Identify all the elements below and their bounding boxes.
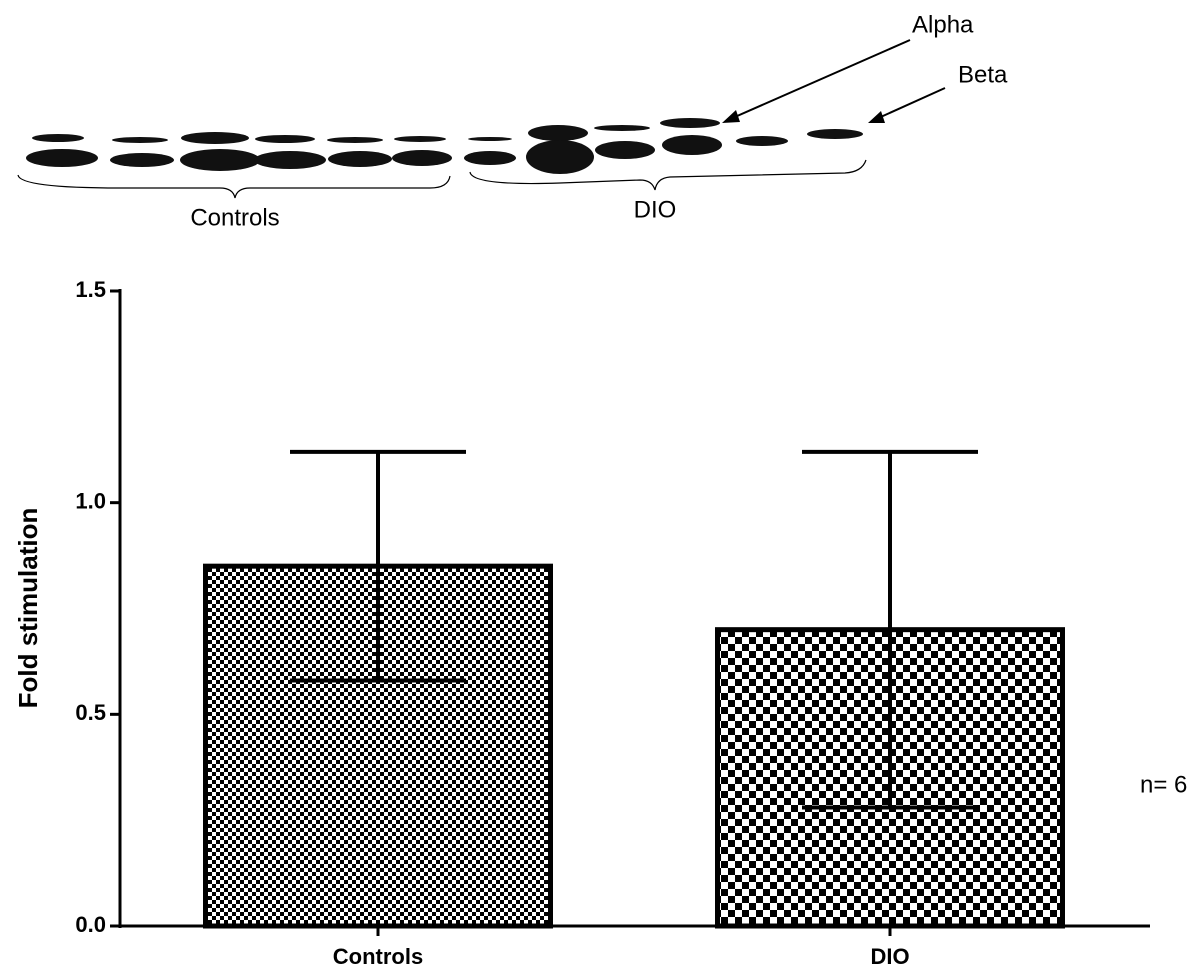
y-tick-label: 0.5 xyxy=(75,700,106,725)
annotation: n= 6 xyxy=(1140,771,1187,798)
blot-label: Controls xyxy=(190,204,279,231)
x-tick-label: DIO xyxy=(870,944,909,969)
blot-label: DIO xyxy=(634,196,677,223)
blot-label: Alpha xyxy=(912,11,974,38)
y-tick-label: 1.5 xyxy=(75,277,106,302)
y-tick-label: 1.0 xyxy=(75,488,106,513)
y-tick-label: 0.0 xyxy=(75,912,106,937)
western-blot xyxy=(18,40,945,198)
x-tick-label: Controls xyxy=(333,944,423,969)
blot-label: Beta xyxy=(958,61,1008,88)
y-axis-label: Fold stimulation xyxy=(13,508,43,709)
chart: Alpha Beta Controls DIO n= 6 Fold stimul… xyxy=(0,0,1200,976)
